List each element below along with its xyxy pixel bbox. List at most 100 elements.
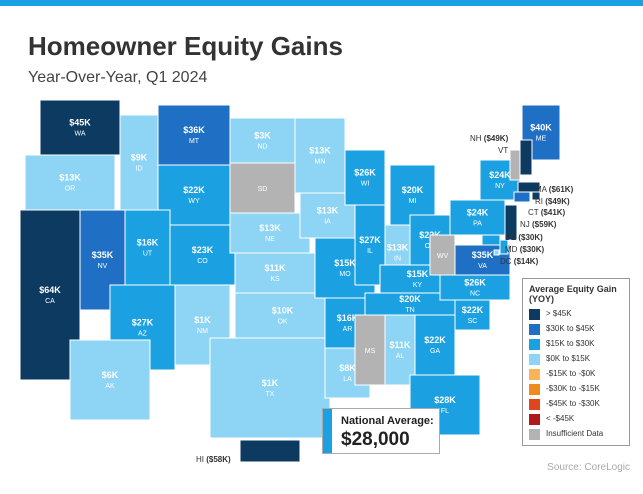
state-abbr: NH <box>470 134 482 143</box>
state-abbr: OK <box>277 319 287 326</box>
state <box>234 292 331 339</box>
state <box>209 337 331 439</box>
state <box>414 314 456 376</box>
state-abbr: HI <box>196 455 204 464</box>
state-abbr: AZ <box>138 331 148 338</box>
state-label: MA ($61K) <box>535 185 574 194</box>
state-abbr: MN <box>315 159 326 166</box>
state-value: ($58K) <box>206 455 231 464</box>
state-value: $24K <box>489 170 511 180</box>
legend-swatch <box>529 384 540 395</box>
state <box>439 274 511 301</box>
state-abbr: WV <box>437 253 449 260</box>
state-abbr: NY <box>495 183 505 190</box>
state-abbr: PA <box>473 221 482 228</box>
top-bar <box>0 0 643 6</box>
state-value: $22K <box>424 335 446 345</box>
state-abbr: MT <box>189 138 200 145</box>
national-average-value: $28,000 <box>341 429 410 450</box>
state-value: $9K <box>131 153 148 163</box>
state <box>454 299 491 331</box>
state-value: $45K <box>69 118 91 128</box>
legend-swatch <box>529 414 540 425</box>
state-abbr: IN <box>394 256 401 263</box>
state-value: ($30K) <box>518 233 543 242</box>
state-value: $40K <box>530 123 552 133</box>
legend-swatch <box>529 324 540 335</box>
state <box>513 191 531 203</box>
state-value: $24K <box>467 208 489 218</box>
state-value: $16K <box>337 313 359 323</box>
state-value: $13K <box>317 206 339 216</box>
legend-swatch <box>529 369 540 380</box>
state-label: CT ($41K) <box>528 208 566 217</box>
state <box>481 234 501 246</box>
state-abbr: CT <box>528 208 539 217</box>
legend-label: -$15K to -$0K <box>546 369 596 378</box>
state-value: ($30K) <box>520 245 545 254</box>
state-abbr: SC <box>468 318 478 325</box>
state-abbr: ME <box>536 136 547 143</box>
state <box>504 204 518 241</box>
state <box>344 149 386 206</box>
title: Homeowner Equity Gains <box>28 31 343 61</box>
state-abbr: OR <box>65 186 76 193</box>
state-abbr: VA <box>478 263 487 270</box>
legend-item: -$15K to -$0K <box>529 369 623 380</box>
state-value: $23K <box>192 245 214 255</box>
state-abbr: DE <box>505 233 516 242</box>
state-label: RI ($49K) <box>535 197 570 206</box>
state <box>234 252 316 294</box>
state-value: $28K <box>434 395 456 405</box>
state-label: NJ ($59K) <box>520 220 557 229</box>
state-value: $1K <box>194 315 211 325</box>
legend-label: -$45K to -$30K <box>546 399 600 408</box>
state-value: ($41K) <box>541 208 566 217</box>
state-label: MD ($30K) <box>505 245 544 254</box>
legend-label: $15K to $30K <box>546 339 595 348</box>
state <box>449 199 506 236</box>
state-value: $1K <box>262 378 279 388</box>
state-value: $8K <box>339 363 356 373</box>
state-value: $64K <box>39 285 61 295</box>
legend-item: Insufficient Data <box>529 429 623 440</box>
states: $45K WA $13K OR $64K CA $35K NV $9K ID $36K MT $22K W… <box>19 99 574 464</box>
state-value: $6K <box>102 370 119 380</box>
state-abbr: RI <box>535 197 543 206</box>
state-abbr: LA <box>343 376 352 383</box>
state <box>294 117 346 194</box>
state-abbr: NM <box>197 328 208 335</box>
state-abbr: ID <box>136 166 143 173</box>
state-value: $35K <box>92 250 114 260</box>
state-value: $36K <box>183 125 205 135</box>
legend-label: -$30K to -$15K <box>546 384 600 393</box>
state-abbr: NE <box>265 236 275 243</box>
state-value: $26K <box>354 168 376 178</box>
state-value: $35K <box>472 250 494 260</box>
state-value: $11K <box>264 263 286 273</box>
state <box>519 139 533 176</box>
state-value: $27K <box>132 318 154 328</box>
state <box>229 212 311 254</box>
state-abbr: VT <box>498 146 508 155</box>
state-value: $22K <box>183 185 205 195</box>
state <box>499 239 509 255</box>
legend-swatch <box>529 429 540 440</box>
state <box>493 249 500 256</box>
state-abbr: WY <box>188 198 200 205</box>
legend-item: -$45K to -$30K <box>529 399 623 410</box>
state-abbr: MA <box>535 185 548 194</box>
state-value: $16K <box>137 238 159 248</box>
state-abbr: ND <box>257 144 267 151</box>
state-abbr: TX <box>266 391 275 398</box>
state-value: $10K <box>272 306 294 316</box>
state-value: $22K <box>462 305 484 315</box>
legend-swatch <box>529 339 540 350</box>
state-abbr: KS <box>270 276 280 283</box>
state-value: $13K <box>309 146 331 156</box>
state <box>229 117 296 164</box>
legend-label: < -$45K <box>546 414 575 423</box>
state-abbr: CO <box>197 258 208 265</box>
